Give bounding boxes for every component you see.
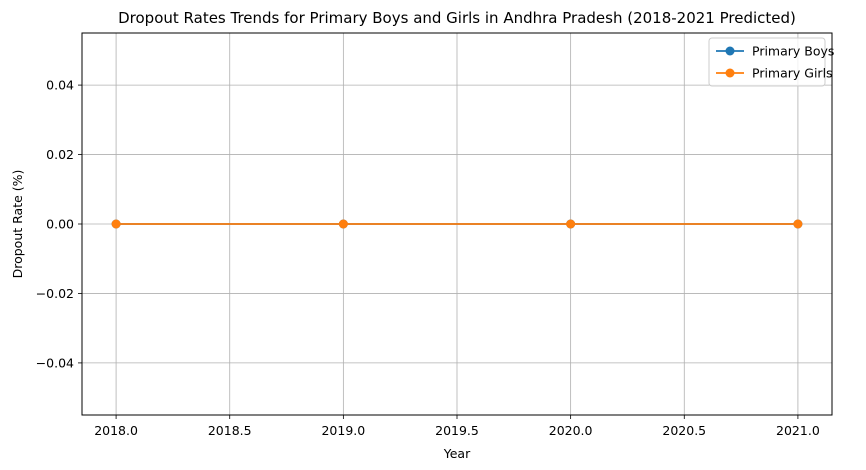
x-tick-label: 2018.0: [94, 423, 138, 438]
legend: Primary Boys Primary Girls: [708, 37, 834, 87]
y-tick-label: 0.02: [46, 147, 74, 162]
y-axis-title: Dropout Rate (%): [10, 170, 25, 279]
y-tick-label: −0.04: [36, 355, 74, 370]
y-tick-label: −0.02: [36, 286, 74, 301]
legend-marker: [725, 68, 735, 78]
x-tick-label: 2019.0: [321, 423, 365, 438]
x-tick-label: 2019.5: [435, 423, 479, 438]
chart-title: Dropout Rates Trends for Primary Boys an…: [118, 9, 796, 27]
x-axis: 2018.0 2018.5 2019.0 2019.5 2020.0 2020.5 2021…: [94, 415, 820, 438]
data-point: [111, 219, 121, 229]
series-layer: [111, 219, 803, 229]
legend-marker: [725, 46, 735, 56]
legend-label: Primary Girls: [752, 66, 833, 81]
x-tick-label: 2020.5: [662, 423, 706, 438]
y-tick-label: 0.04: [46, 78, 74, 93]
x-tick-label: 2021.0: [776, 423, 820, 438]
x-axis-title: Year: [443, 446, 471, 461]
data-point: [793, 219, 803, 229]
y-tick-label: 0.00: [46, 217, 74, 232]
x-tick-label: 2018.5: [208, 423, 252, 438]
legend-label: Primary Boys: [752, 44, 834, 59]
data-point: [338, 219, 348, 229]
data-point: [566, 219, 576, 229]
x-tick-label: 2020.0: [549, 423, 593, 438]
y-axis: −0.04 −0.02 0.00 0.02 0.04: [36, 78, 82, 370]
legend-box: [708, 37, 826, 87]
